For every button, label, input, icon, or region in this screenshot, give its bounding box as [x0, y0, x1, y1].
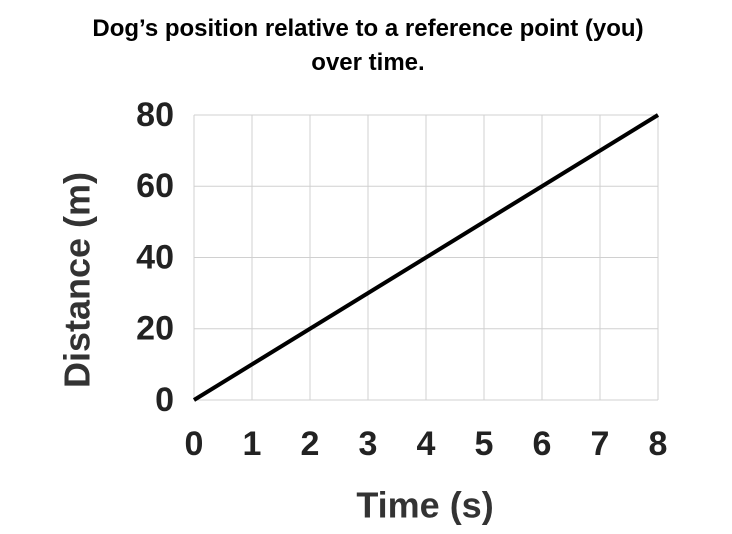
y-tick-label: 60	[136, 167, 174, 205]
y-axis-label: Distance (m)	[57, 172, 98, 388]
data-line	[192, 113, 660, 402]
x-tick-label: 6	[533, 425, 552, 463]
x-tick-label: 3	[359, 425, 378, 463]
x-tick-label: 4	[417, 425, 436, 463]
x-tick-label: 7	[591, 425, 610, 463]
x-tick-label: 1	[243, 425, 262, 463]
y-tick-label: 0	[155, 381, 174, 419]
y-tick-label: 80	[136, 96, 174, 134]
chart-title: Dog’s position relative to a reference p…	[92, 15, 644, 76]
y-tick-label: 40	[136, 238, 174, 276]
x-tick-label: 2	[301, 425, 320, 463]
y-tick-label: 20	[136, 310, 174, 348]
x-tick-label: 8	[649, 425, 668, 463]
x-axis-label: Time (s)	[356, 485, 493, 526]
x-tick-label: 5	[475, 425, 494, 463]
x-tick-label: 0	[185, 425, 204, 463]
